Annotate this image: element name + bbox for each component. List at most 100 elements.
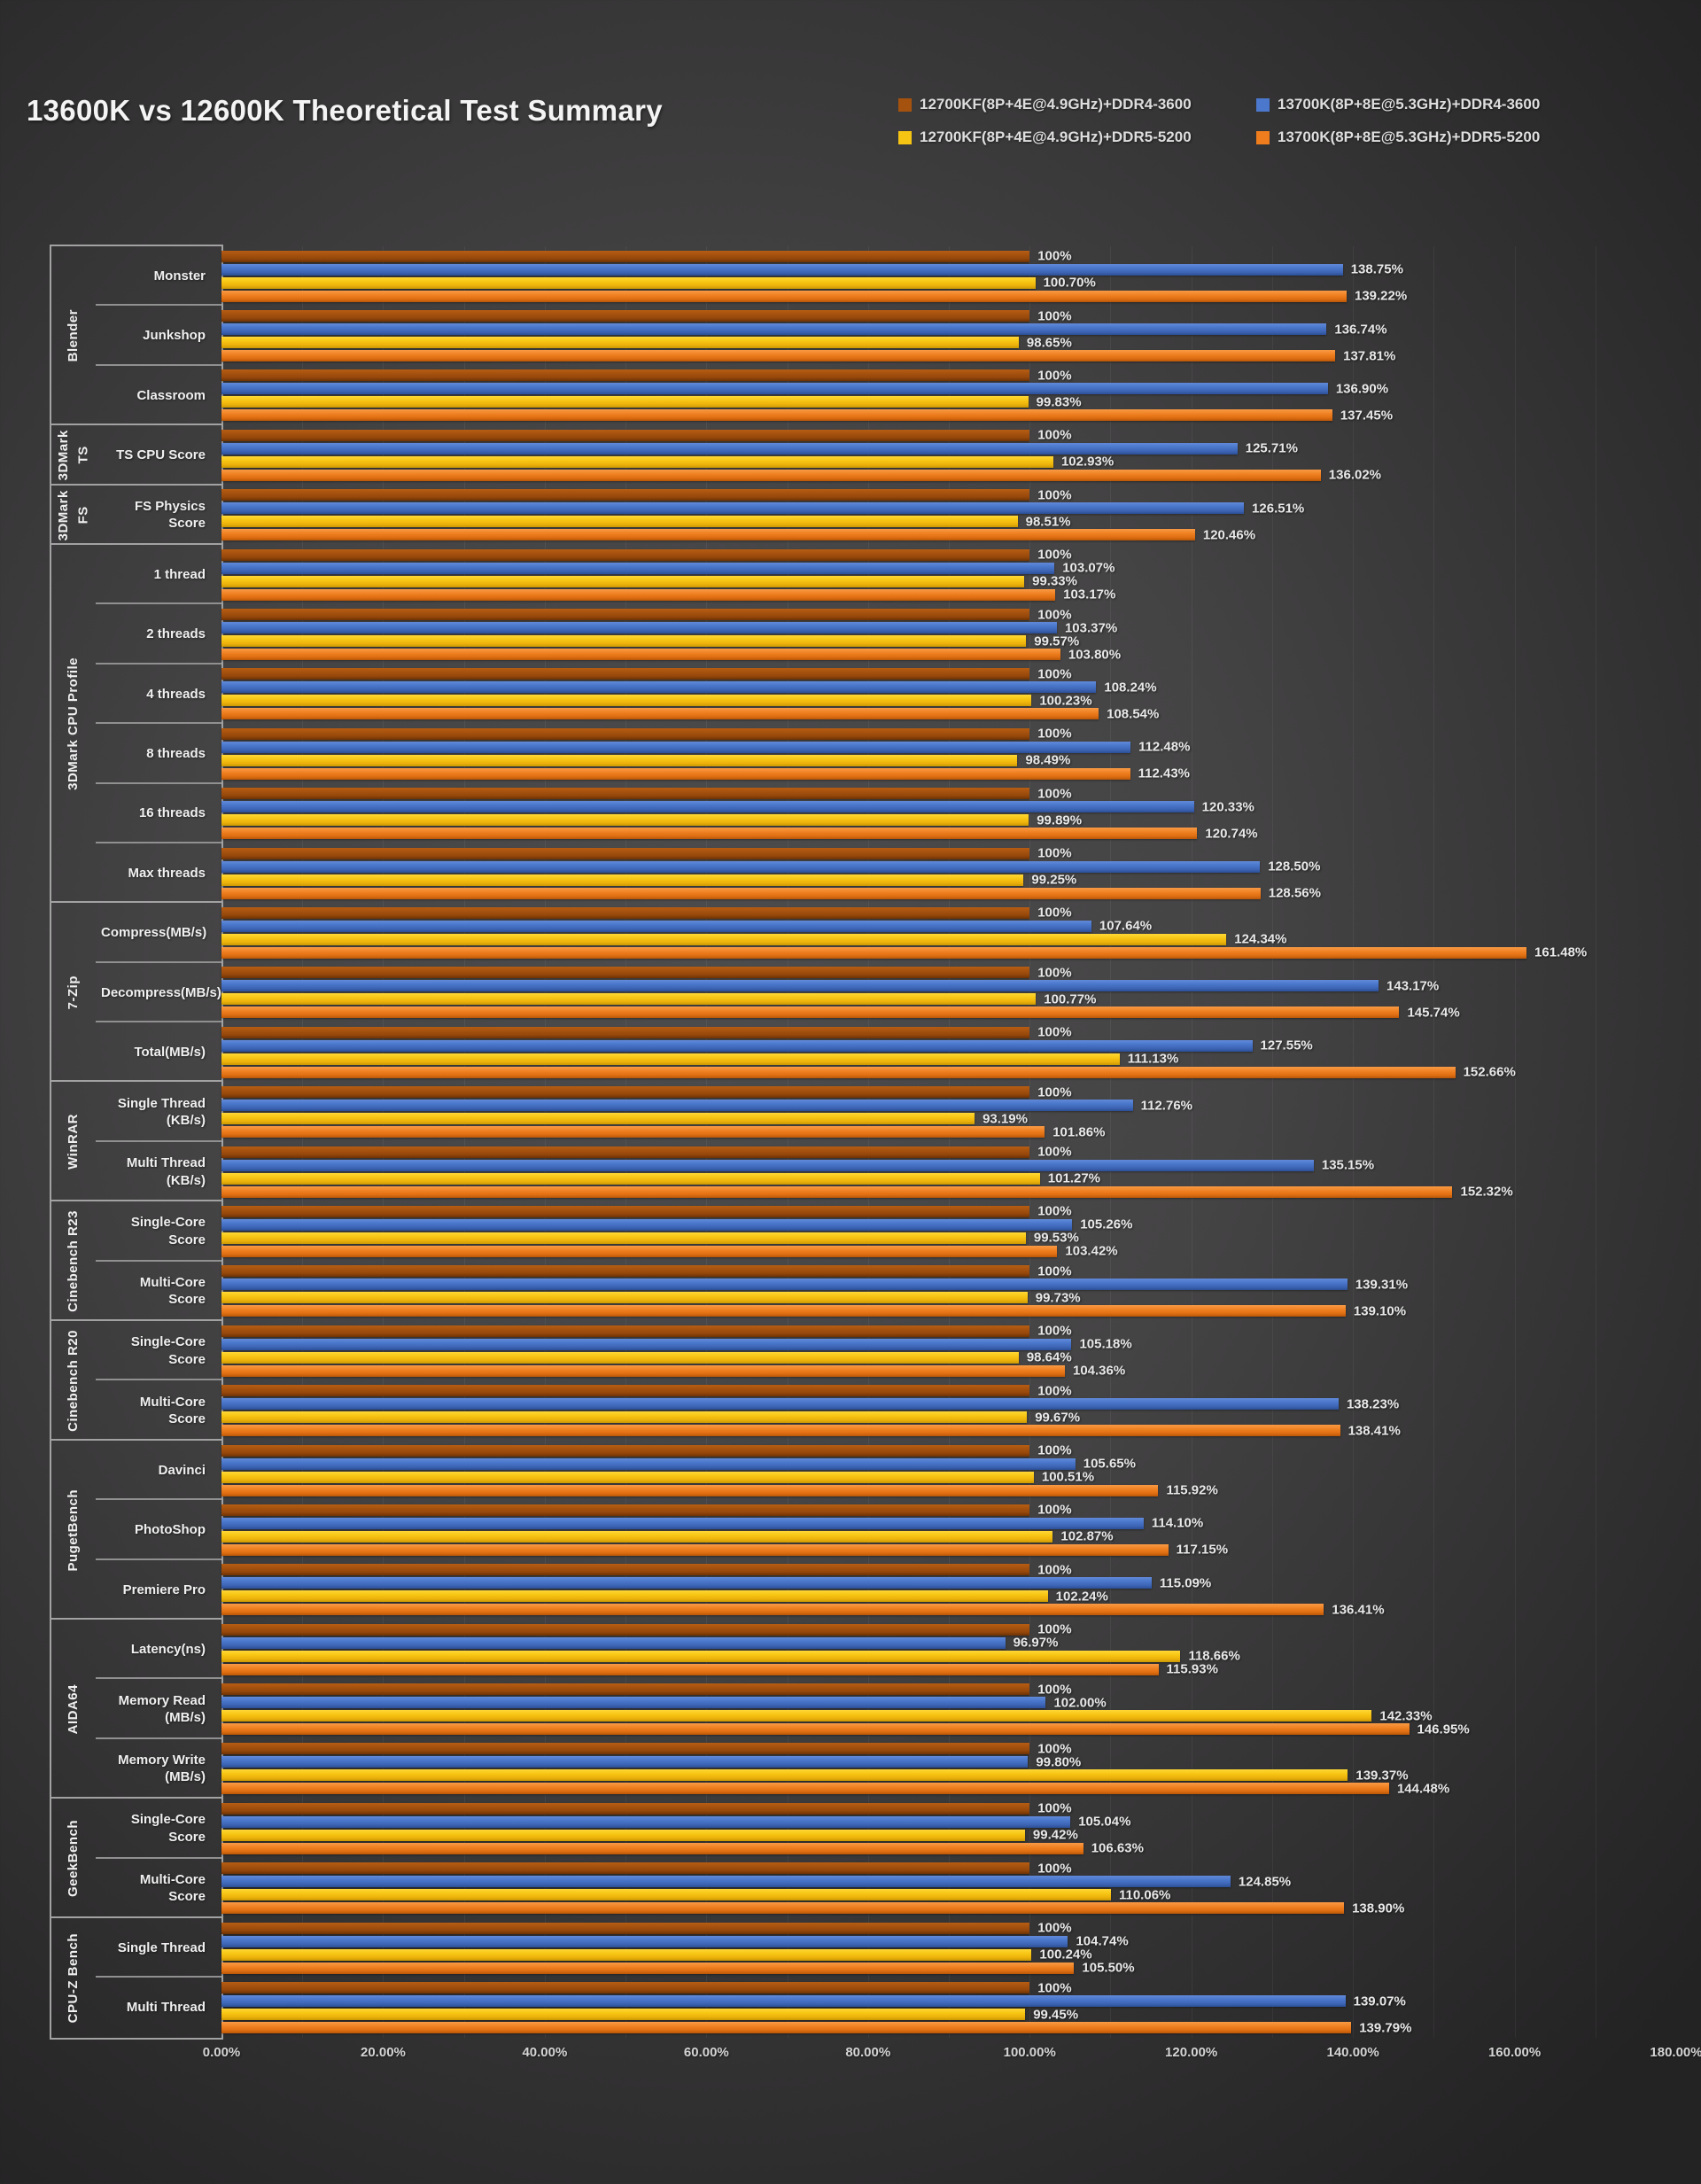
bar-series-1: 125.71% bbox=[221, 441, 1298, 456]
bar-series-2: 102.87% bbox=[221, 1529, 1114, 1544]
category-labels: Davinci PhotoShop Premiere Pro bbox=[96, 1441, 221, 1620]
gridline bbox=[1514, 246, 1516, 2038]
chart-row: 100% 143.17% 100.77% 145.74% bbox=[221, 963, 1676, 1022]
value-label: 112.76% bbox=[1140, 1098, 1192, 1114]
chart-row: 100% 104.74% 100.24% 105.50% bbox=[221, 1918, 1676, 1978]
value-label: 126.51% bbox=[1252, 501, 1305, 517]
bar-series-2: 99.45% bbox=[221, 2007, 1078, 2022]
benchmark-group: AIDA64 Latency(ns) Memory Read (MB/s) Memor… bbox=[51, 1620, 221, 1799]
bar-series-0: 100% bbox=[221, 1562, 1072, 1577]
value-label: 99.53% bbox=[1033, 1230, 1079, 1246]
value-label: 99.57% bbox=[1034, 633, 1080, 649]
value-label: 108.24% bbox=[1104, 680, 1157, 696]
chart-row: 100% 128.50% 99.25% 128.56% bbox=[221, 843, 1676, 903]
group-label-cell: 7-Zip bbox=[51, 903, 96, 1082]
bar-series-3: 103.17% bbox=[221, 587, 1115, 602]
chart-row: 100% 108.24% 100.23% 108.54% bbox=[221, 665, 1676, 724]
category-label: Memory Write (MB/s) bbox=[96, 1739, 221, 1799]
bar-series-1: 105.18% bbox=[221, 1337, 1132, 1352]
value-label: 139.37% bbox=[1355, 1768, 1409, 1784]
value-label: 115.92% bbox=[1166, 1482, 1218, 1498]
value-label: 103.80% bbox=[1068, 647, 1122, 663]
category-labels: Latency(ns) Memory Read (MB/s) Memory Writ… bbox=[96, 1620, 221, 1799]
value-label: 99.67% bbox=[1035, 1410, 1081, 1426]
bar-series-0: 100% bbox=[221, 1801, 1072, 1816]
chart-row: 100% 124.85% 110.06% 138.90% bbox=[221, 1859, 1676, 1918]
bar-series-2: 98.64% bbox=[221, 1350, 1072, 1365]
bar-series-2: 98.49% bbox=[221, 753, 1070, 768]
group-label: PugetBench bbox=[65, 1488, 81, 1572]
bar-series-0: 100% bbox=[221, 846, 1072, 861]
legend-swatch-yellow bbox=[898, 130, 912, 144]
bar-series-0: 100% bbox=[221, 368, 1072, 383]
bar-series-1: 139.31% bbox=[221, 1277, 1408, 1292]
category-label: 8 threads bbox=[96, 724, 221, 783]
chart-row: 100% 105.65% 100.51% 115.92% bbox=[221, 1441, 1676, 1500]
category-labels: Single-Core Score Multi-Core Score bbox=[96, 1321, 221, 1441]
group-label-cell: AIDA64 bbox=[51, 1620, 96, 1799]
benchmark-group: PugetBench Davinci PhotoShop Premiere Pro bbox=[51, 1441, 221, 1620]
bar-series-3: 161.48% bbox=[221, 945, 1587, 960]
value-label: 136.02% bbox=[1328, 467, 1382, 483]
bar-series-1: 96.97% bbox=[221, 1636, 1058, 1651]
value-label: 100% bbox=[1037, 1980, 1072, 1996]
category-label: Single-Core Score bbox=[96, 1321, 221, 1380]
bar-series-0: 100% bbox=[221, 1383, 1072, 1398]
group-label: Blender bbox=[65, 309, 81, 362]
bar-series-1: 105.65% bbox=[221, 1457, 1136, 1472]
bar-series-1: 103.07% bbox=[221, 561, 1115, 576]
legend-item-12700kf-ddr5: 12700KF(8P+4E@4.9GHz)+DDR5-5200 bbox=[898, 128, 1256, 146]
gridline bbox=[1433, 246, 1435, 2038]
category-labels: Compress(MB/s) Decompress(MB/s) Total(MB/s… bbox=[96, 903, 221, 1082]
gridlines bbox=[221, 246, 1676, 2038]
bar-series-1: 102.00% bbox=[221, 1695, 1107, 1710]
value-label: 137.81% bbox=[1343, 348, 1396, 364]
value-label: 104.36% bbox=[1072, 1363, 1126, 1379]
bar-series-0: 100% bbox=[221, 428, 1072, 443]
value-label: 100% bbox=[1037, 1203, 1072, 1219]
group-label-cell: Cinebench R23 bbox=[51, 1201, 96, 1321]
value-label: 143.17% bbox=[1386, 978, 1440, 994]
value-label: 137.45% bbox=[1340, 408, 1394, 424]
category-label-text: Classroom bbox=[136, 387, 206, 403]
chart-row: 100% 112.48% 98.49% 112.43% bbox=[221, 724, 1676, 783]
value-label: 103.17% bbox=[1063, 587, 1116, 602]
category-labels: 1 thread 2 threads 4 threads 8 threads 16 th… bbox=[96, 545, 221, 903]
chart-row: 100% 138.23% 99.67% 138.41% bbox=[221, 1380, 1676, 1440]
value-label: 112.48% bbox=[1138, 739, 1191, 755]
value-label: 114.10% bbox=[1151, 1515, 1204, 1531]
bar-series-3: 112.43% bbox=[221, 766, 1190, 781]
category-label-text: 16 threads bbox=[138, 805, 206, 821]
group-label: WinRAR bbox=[65, 1114, 81, 1170]
value-label: 115.09% bbox=[1159, 1575, 1212, 1591]
bar-series-1: 114.10% bbox=[221, 1516, 1203, 1531]
benchmark-group: 3DMark TS TS CPU Score bbox=[51, 425, 221, 485]
group-label: 7-Zip bbox=[65, 975, 81, 1010]
chart-row: 100% 99.80% 139.37% 144.48% bbox=[221, 1739, 1676, 1799]
value-label: 98.65% bbox=[1026, 335, 1072, 351]
group-label: AIDA64 bbox=[65, 1683, 81, 1735]
value-label: 128.56% bbox=[1268, 885, 1321, 901]
value-label: 99.25% bbox=[1031, 872, 1077, 888]
bar-series-1: 105.26% bbox=[221, 1217, 1132, 1232]
value-label: 100.70% bbox=[1043, 275, 1096, 291]
bar-series-0: 100% bbox=[221, 487, 1072, 502]
value-label: 105.26% bbox=[1080, 1216, 1133, 1232]
category-label: Single Thread (KB/s) bbox=[96, 1082, 221, 1141]
category-labels: TS CPU Score bbox=[96, 425, 221, 485]
value-label: 108.54% bbox=[1107, 706, 1160, 722]
value-label: 100% bbox=[1037, 1920, 1072, 1936]
gridline bbox=[463, 246, 465, 2038]
category-label: Compress(MB/s) bbox=[96, 903, 221, 962]
value-label: 115.93% bbox=[1166, 1661, 1218, 1677]
value-label: 100% bbox=[1037, 845, 1072, 861]
category-label: 4 threads bbox=[96, 665, 221, 724]
gridline bbox=[1110, 246, 1112, 2038]
value-label: 136.41% bbox=[1332, 1602, 1385, 1618]
value-label: 142.33% bbox=[1379, 1708, 1433, 1724]
value-label: 100% bbox=[1037, 1383, 1072, 1399]
bar-series-0: 100% bbox=[221, 1025, 1072, 1040]
legend-label: 12700KF(8P+4E@4.9GHz)+DDR5-5200 bbox=[920, 128, 1192, 145]
bar-series-3: 138.41% bbox=[221, 1423, 1401, 1438]
value-label: 99.83% bbox=[1036, 394, 1082, 410]
